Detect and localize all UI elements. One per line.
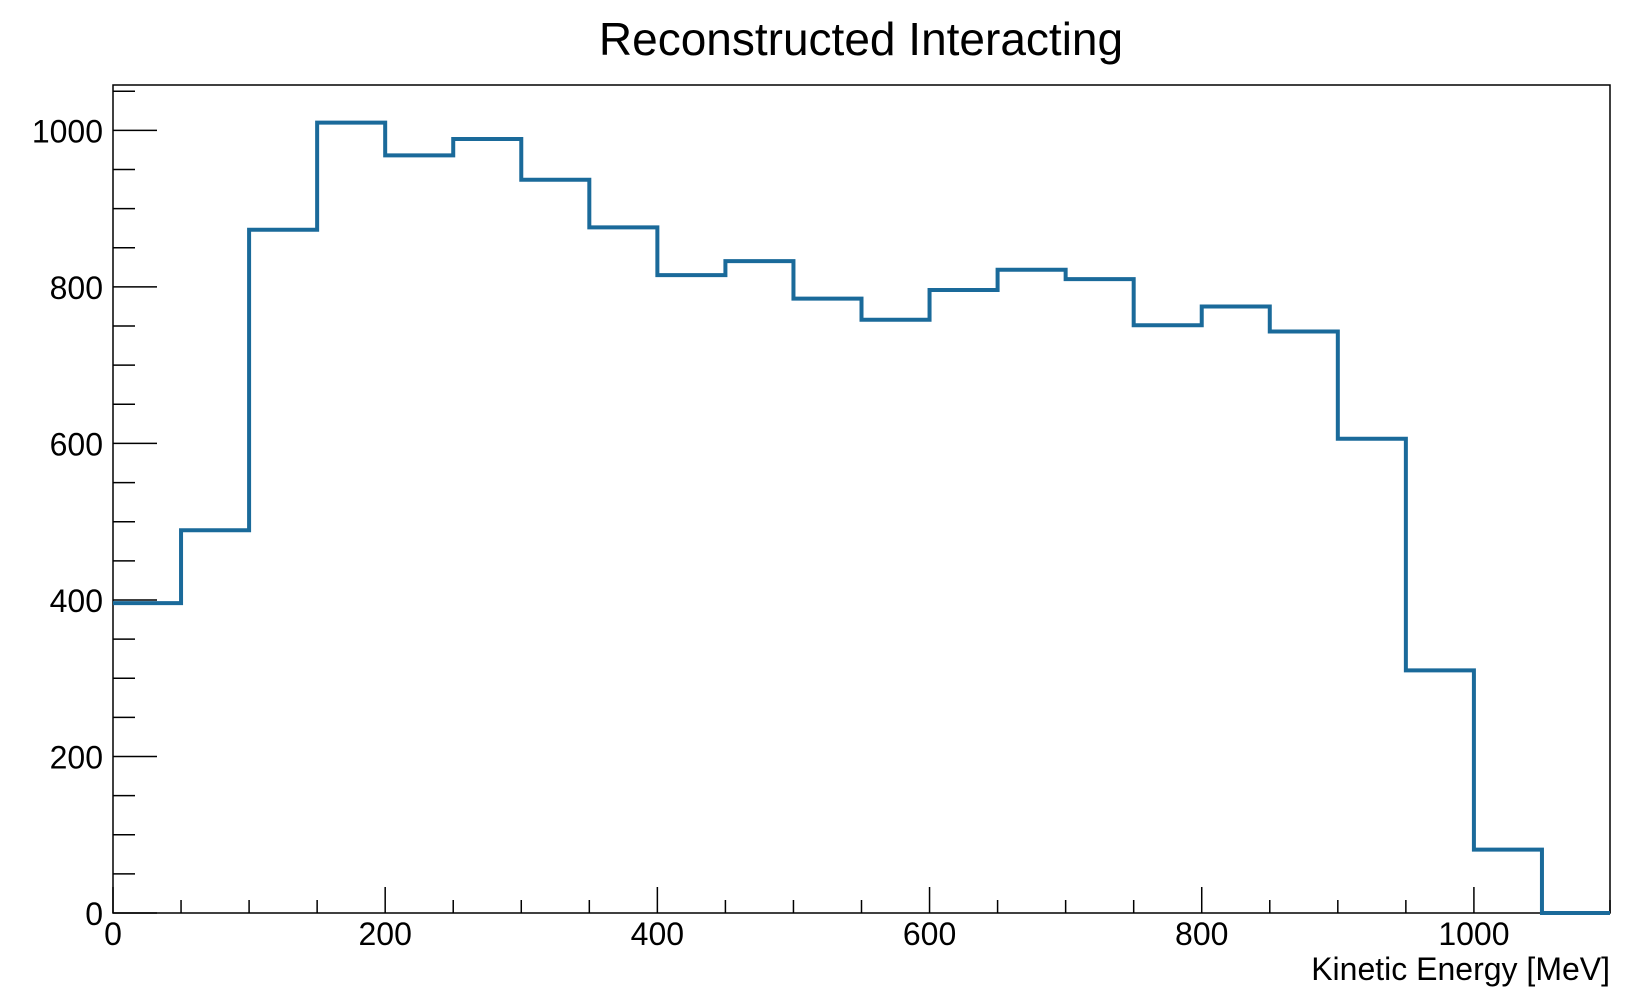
x-tick-label: 1000 — [1438, 916, 1509, 952]
x-tick-label: 0 — [104, 916, 122, 952]
x-tick-label: 800 — [1175, 916, 1228, 952]
y-axis-tick-labels: 0 200 400 600 800 1000 — [32, 113, 103, 932]
y-tick-label: 600 — [50, 426, 103, 462]
y-tick-label: 0 — [85, 896, 103, 932]
chart-title: Reconstructed Interacting — [599, 13, 1123, 65]
x-axis-label: Kinetic Energy [MeV] — [1311, 951, 1610, 987]
x-tick-label: 400 — [631, 916, 684, 952]
y-tick-label: 400 — [50, 583, 103, 619]
x-tick-label: 600 — [903, 916, 956, 952]
x-axis-ticks — [112, 887, 1611, 913]
plot-frame — [112, 84, 1611, 914]
y-tick-label: 800 — [50, 270, 103, 306]
x-tick-label: 200 — [358, 916, 411, 952]
y-axis-ticks — [113, 90, 157, 914]
histogram-series-line — [113, 120, 1610, 915]
y-tick-label: 1000 — [32, 113, 103, 149]
x-axis-tick-labels: 0 200 400 600 800 1000 — [104, 916, 1509, 952]
y-tick-label: 200 — [50, 739, 103, 775]
